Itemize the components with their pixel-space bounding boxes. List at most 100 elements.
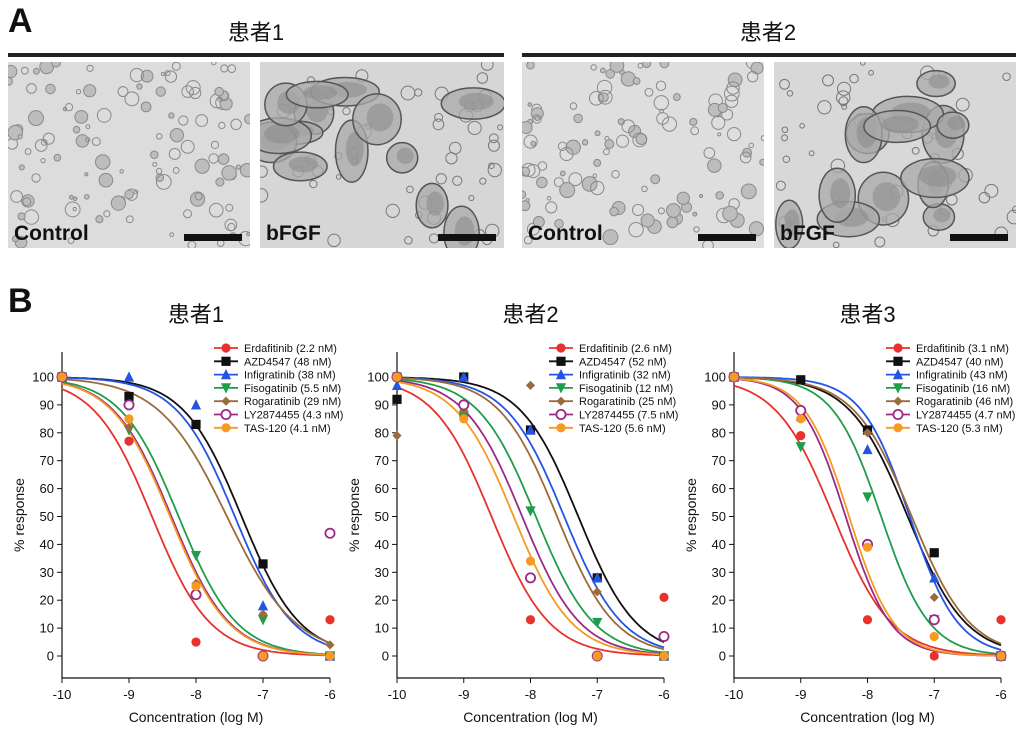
legend-label: TAS-120 (4.1 nM) <box>244 423 331 435</box>
panel-a: A 患者1 Control bFGF 患者2 Control bFGF <box>8 2 1016 248</box>
data-point <box>862 492 873 503</box>
dose-response-chart: 患者3 0 10 20 30 40 50 60 70 80 90 100 -10 -9 -8 -7 -6 Conc… <box>683 302 1015 725</box>
fit-curve <box>396 378 665 654</box>
y-tick-label: 60 <box>375 481 389 496</box>
x-tick-label: -10 <box>388 687 407 702</box>
chart-title: 患者3 <box>839 302 895 327</box>
y-tick-label: 80 <box>40 425 54 440</box>
y-axis-label: % response <box>11 478 27 552</box>
data-point <box>123 399 135 411</box>
legend-marker <box>556 423 566 433</box>
fit-curves <box>396 376 665 657</box>
legend-marker <box>221 423 231 433</box>
y-axis-label: % response <box>683 478 699 552</box>
data-point <box>191 637 201 647</box>
fit-curve <box>397 377 665 649</box>
data-point <box>525 615 536 625</box>
patient-group-2: 患者2 Control bFGF <box>522 20 1016 248</box>
legend-label: LY2874455 (4.7 nM) <box>916 410 1015 422</box>
x-tick-label: -10 <box>725 687 744 702</box>
fit-curve <box>396 379 665 655</box>
y-tick-label: 100 <box>32 370 54 385</box>
y-tick-label: 90 <box>40 397 54 412</box>
legend-marker <box>892 369 904 380</box>
legend-label: AZD4547 (52 nM) <box>579 356 666 368</box>
y-tick-label: 80 <box>375 425 389 440</box>
data-point <box>795 404 807 416</box>
data-point <box>124 414 134 424</box>
data-point <box>124 391 134 402</box>
micrograph-background <box>8 62 250 248</box>
y-tick-label: 40 <box>40 537 54 552</box>
legend-label: LY2874455 (4.3 nM) <box>244 410 343 422</box>
legend-label: TAS-120 (5.6 nM) <box>579 423 666 435</box>
fit-curve <box>396 386 665 657</box>
fit-curve <box>61 382 331 656</box>
x-tick-label: -9 <box>795 687 807 702</box>
data-point <box>123 371 135 382</box>
data-point <box>525 380 536 390</box>
legend-marker <box>556 343 566 353</box>
data-point <box>258 651 268 661</box>
x-axis-label: Concentration (log M) <box>463 709 598 725</box>
legend-marker <box>220 408 232 420</box>
y-tick-label: 90 <box>375 397 389 412</box>
data-point <box>124 436 134 446</box>
y-tick-label: 30 <box>40 565 54 580</box>
series-points <box>57 372 335 661</box>
panel-a-letter: A <box>8 2 33 40</box>
y-tick-label: 50 <box>375 509 389 524</box>
data-point <box>190 550 202 562</box>
data-point <box>796 430 806 441</box>
group-divider-line <box>522 53 1016 57</box>
data-point <box>929 572 940 583</box>
y-tick-label: 40 <box>712 537 726 552</box>
legend-marker <box>556 356 566 366</box>
y-tick-label: 20 <box>375 593 389 608</box>
series-points <box>392 372 669 661</box>
y-tick-label: 70 <box>712 453 726 468</box>
y-tick-label: 10 <box>40 621 54 636</box>
legend-label: Rogaratinib (29 nM) <box>244 396 341 408</box>
organoid-cluster <box>260 62 504 248</box>
group-title: 患者2 <box>740 20 796 45</box>
legend-marker <box>221 343 231 353</box>
x-tick-label: -7 <box>928 687 940 702</box>
x-tick-label: -8 <box>525 687 537 702</box>
series-points <box>729 372 1006 661</box>
data-point <box>191 581 201 591</box>
fit-curve <box>734 376 1002 651</box>
micrograph-label: Control <box>528 222 603 245</box>
x-tick-label: -9 <box>123 687 135 702</box>
legend: Erdafitinib (2.6 nM)AZD4547 (52 nM) Infig… <box>549 343 678 435</box>
data-point <box>862 443 873 455</box>
data-point <box>458 371 469 382</box>
fit-curve <box>733 384 1001 656</box>
y-tick-label: 40 <box>375 537 389 552</box>
data-point <box>929 548 939 558</box>
fit-curve <box>61 378 331 644</box>
data-point <box>729 372 739 382</box>
data-point <box>57 372 67 382</box>
data-point <box>996 615 1006 625</box>
data-point <box>929 651 939 661</box>
data-point <box>324 527 336 539</box>
micrograph-image <box>8 62 250 248</box>
y-tick-label: 50 <box>712 509 726 524</box>
x-tick-label: -8 <box>190 687 202 702</box>
scale-bar <box>950 234 1008 241</box>
data-point <box>862 615 873 625</box>
data-point <box>862 428 873 438</box>
data-point <box>257 615 269 626</box>
y-tick-label: 10 <box>375 621 389 636</box>
data-point <box>525 556 536 566</box>
y-tick-label: 100 <box>704 370 726 385</box>
patient-group-1: 患者1 Control bFGF <box>8 20 504 248</box>
micrograph-image <box>522 62 764 248</box>
scale-bar <box>184 234 242 241</box>
fit-curve <box>396 376 665 644</box>
y-tick-label: 50 <box>40 509 54 524</box>
panel-b-letter: B <box>8 282 33 320</box>
y-tick-label: 0 <box>47 649 54 664</box>
legend-marker <box>556 396 566 406</box>
